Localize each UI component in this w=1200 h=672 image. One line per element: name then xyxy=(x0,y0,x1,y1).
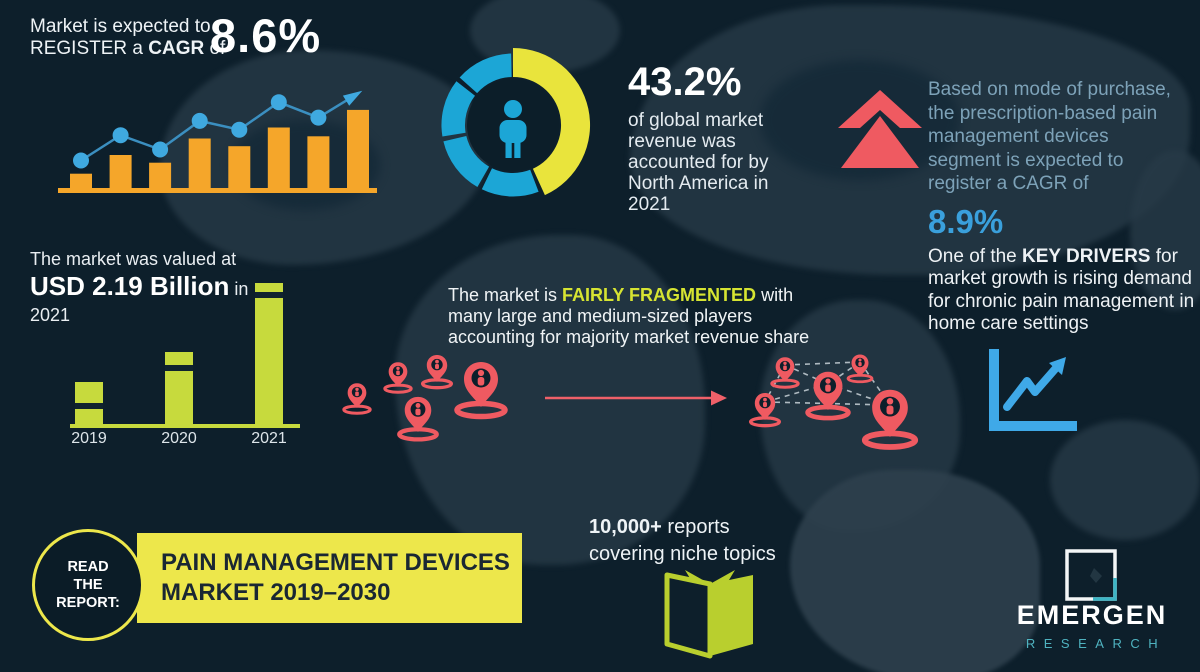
bar-stripe xyxy=(165,365,193,371)
map-landmass xyxy=(790,470,1040,672)
trend-dot xyxy=(191,112,208,129)
valuation-line2: USD 2.19 Billion in xyxy=(30,271,249,301)
north-america-donut-chart xyxy=(441,47,591,197)
valuation-year: 2021 xyxy=(30,305,71,325)
report-title: PAIN MANAGEMENT DEVICES MARKET 2019–2030 xyxy=(161,549,510,606)
value-bar-2020 xyxy=(165,352,193,424)
logo-inner-detail xyxy=(1090,568,1102,583)
prescription-segment-text: Based on mode of purchase, the prescript… xyxy=(928,79,1171,194)
donut-segment-north-america xyxy=(513,47,591,196)
trend-dot xyxy=(73,152,89,169)
growth-stat-line1: Market is expected to xyxy=(30,16,211,37)
map-pin-icon xyxy=(808,372,849,418)
valuation-line1: The market was valued at xyxy=(30,249,237,269)
trend-dot xyxy=(231,121,248,138)
trend-dot xyxy=(310,109,327,126)
reports-count: 10,000+ xyxy=(589,516,662,538)
fragmentation-arrow xyxy=(545,390,727,406)
bar xyxy=(188,138,211,188)
donut-segment-rest xyxy=(459,53,512,94)
key-drivers-text: One of the KEY DRIVERS for market growth… xyxy=(928,245,1195,335)
brand-tagline: RESEARCH xyxy=(1025,636,1167,651)
trend-dot xyxy=(270,94,287,111)
book-right-page xyxy=(710,575,753,656)
bar xyxy=(267,127,290,188)
map-landmass xyxy=(395,235,705,565)
donut-segment-rest xyxy=(481,168,539,197)
book-left-page xyxy=(664,572,713,659)
fragmentation-text: The market is FAIRLY FRAGMENTED with man… xyxy=(448,285,810,347)
value-bar-2019 xyxy=(75,382,103,424)
bar xyxy=(70,173,92,188)
north-america-share-description: of global market revenue was accounted f… xyxy=(628,110,769,215)
map-pin-icon xyxy=(457,362,505,417)
read-report-badge-text: READ THE REPORT: xyxy=(56,559,120,611)
report-title-banner[interactable]: PAIN MANAGEMENT DEVICES MARKET 2019–2030 xyxy=(137,533,522,623)
trend-dot xyxy=(112,127,129,144)
growth-bar-chart xyxy=(58,90,377,193)
brand-name: EMERGEN xyxy=(1016,600,1168,630)
cagr-value: 8.6% xyxy=(210,9,322,62)
bar-stripe xyxy=(255,292,283,298)
prescription-segment-block: Based on mode of purchase, the prescript… xyxy=(928,78,1200,336)
map-pin-icon xyxy=(383,360,413,394)
map-pin-icon xyxy=(399,397,436,440)
year-label: 2021 xyxy=(251,430,287,447)
arrowhead xyxy=(1049,357,1066,375)
map-landmass xyxy=(1050,420,1200,540)
axes xyxy=(989,349,1077,431)
map-landmass xyxy=(1130,150,1200,310)
bar xyxy=(149,162,172,188)
key-drivers-label: KEY DRIVERS xyxy=(1022,245,1151,267)
read-report-badge[interactable]: READ THE REPORT: xyxy=(32,529,144,641)
logo-square xyxy=(1065,549,1117,601)
year-label: 2020 xyxy=(161,430,197,447)
map-pin-icon xyxy=(770,355,800,389)
market-value-bar-chart: 2019 2020 2021 xyxy=(58,282,310,452)
chart-baseline xyxy=(70,424,300,428)
map-pin-icon xyxy=(865,390,915,447)
map-pin-icon xyxy=(420,353,454,390)
chevron-bottom xyxy=(841,116,919,168)
market-valuation-text: The market was valued at USD 2.19 Billio… xyxy=(30,248,270,325)
valuation-amount: USD 2.19 Billion xyxy=(30,271,230,301)
bar xyxy=(347,109,369,188)
north-america-share-value: 43.2% xyxy=(628,60,742,104)
bar xyxy=(307,136,330,188)
chart-baseline xyxy=(58,188,377,193)
trend-dot xyxy=(152,141,169,158)
fairly-fragmented-label: FAIRLY FRAGMENTED xyxy=(562,285,757,305)
brand-logo-mark xyxy=(1065,549,1117,601)
logo-teal-corner xyxy=(1093,578,1117,601)
value-bar-2021 xyxy=(255,283,283,424)
trend-up-chart-icon xyxy=(989,349,1077,431)
year-label: 2019 xyxy=(71,430,107,447)
open-book-icon xyxy=(664,570,753,659)
bar xyxy=(228,146,251,188)
fragmentation-pins-graphic xyxy=(342,353,990,485)
cagr-label: CAGR xyxy=(148,38,205,59)
growth-stat-text: Market is expected to REGISTER a CAGR of xyxy=(30,16,240,60)
up-chevron-icon xyxy=(838,90,922,168)
map-pin-icon xyxy=(748,391,782,428)
book-right-flap xyxy=(710,570,735,585)
bar-stripe xyxy=(75,403,103,409)
donut-segment-rest xyxy=(443,136,490,187)
prescription-cagr-value: 8.9% xyxy=(928,202,1004,240)
donut-segment-rest xyxy=(441,81,475,137)
bar xyxy=(109,155,132,188)
reports-note: 10,000+ reports covering niche topics xyxy=(589,516,776,565)
trend-line xyxy=(1003,364,1060,411)
person-icon xyxy=(499,100,527,158)
growth-stat-line2: REGISTER a CAGR of xyxy=(30,38,226,59)
chevron-top xyxy=(838,90,922,128)
map-pin-icon xyxy=(342,381,372,415)
trend-arrowhead xyxy=(342,90,363,106)
